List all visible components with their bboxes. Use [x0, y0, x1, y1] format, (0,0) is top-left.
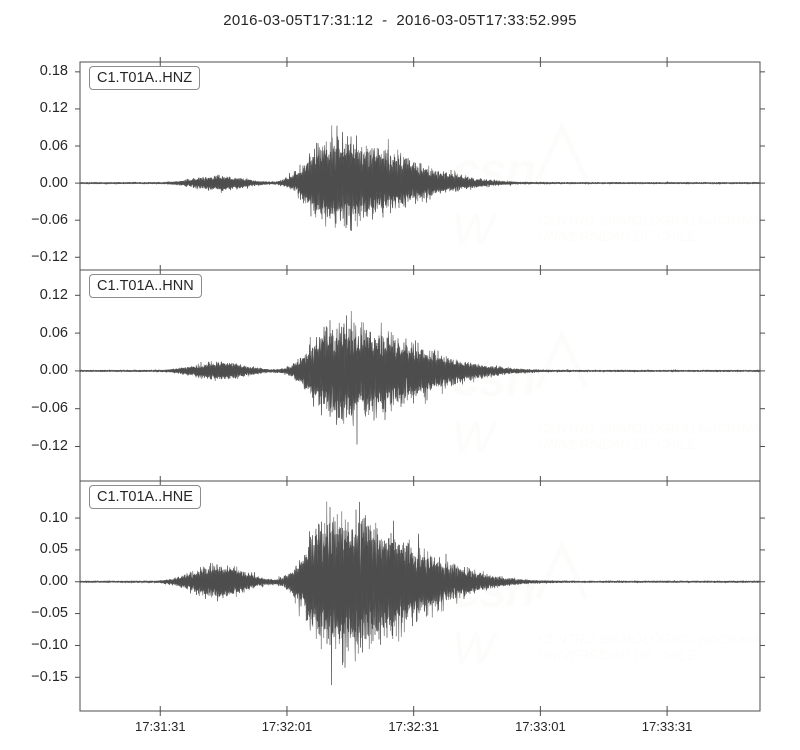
svg-text:CENTRO SISMOLÓGICO NACIONAL: CENTRO SISMOLÓGICO NACIONAL — [538, 213, 768, 228]
svg-text:W: W — [452, 204, 499, 255]
svg-text:UNIVERSIDAD DE CHILE: UNIVERSIDAD DE CHILE — [538, 648, 697, 663]
svg-text:csn: csn — [452, 143, 535, 199]
svg-text:UNIVERSIDAD DE CHILE: UNIVERSIDAD DE CHILE — [538, 229, 697, 244]
svg-text:UNIVERSIDAD DE CHILE: UNIVERSIDAD DE CHILE — [538, 437, 697, 452]
svg-text:W: W — [452, 623, 499, 674]
svg-text:CENTRO SISMOLÓGICO NACIONAL: CENTRO SISMOLÓGICO NACIONAL — [538, 421, 768, 436]
svg-text:CENTRO SISMOLÓGICO NACIONAL: CENTRO SISMOLÓGICO NACIONAL — [538, 632, 768, 647]
svg-text:W: W — [452, 412, 499, 463]
